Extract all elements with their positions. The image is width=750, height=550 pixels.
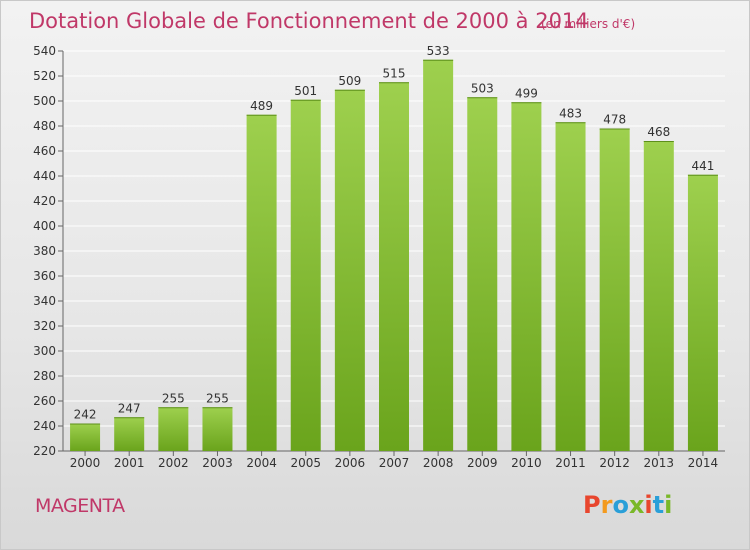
bar [423,59,454,451]
y-tick-label: 320 [33,319,56,333]
commune-name: MAGENTA [35,495,125,517]
x-tick-label: 2004 [246,456,277,470]
x-tick-label: 2008 [423,456,454,470]
x-tick-label: 2001 [114,456,145,470]
data-label: 503 [471,81,494,95]
bar [555,122,586,451]
y-tick-label: 420 [33,194,56,208]
data-label: 509 [338,74,361,88]
bar [158,407,189,451]
x-tick-label: 2000 [70,456,101,470]
data-label: 515 [383,66,406,80]
x-tick-label: 2010 [511,456,542,470]
x-tick-label: 2013 [644,456,675,470]
bar [114,417,145,451]
y-tick-label: 340 [33,294,56,308]
x-tick-label: 2005 [290,456,321,470]
y-tick-label: 280 [33,369,56,383]
bar [334,89,365,451]
y-tick-label: 500 [33,94,56,108]
chart-subtitle: (en milliers d'€) [541,17,636,31]
y-tick-label: 220 [33,444,56,458]
y-tick-label: 260 [33,394,56,408]
data-label: 242 [74,408,97,422]
x-tick-label: 2002 [158,456,189,470]
bar [687,174,718,451]
y-tick-label: 400 [33,219,56,233]
y-tick-label: 540 [33,44,56,58]
bar [246,114,277,451]
data-label: 478 [603,113,626,127]
y-tick-label: 520 [33,69,56,83]
bar [70,423,101,451]
y-tick-label: 360 [33,269,56,283]
x-tick-label: 2011 [555,456,586,470]
bar [290,99,321,451]
x-tick-label: 2006 [335,456,366,470]
x-tick-label: 2014 [688,456,719,470]
y-tick-label: 440 [33,169,56,183]
y-tick-label: 380 [33,244,56,258]
bar [379,82,409,451]
y-tick-label: 300 [33,344,56,358]
data-label: 255 [162,391,185,405]
data-label: 489 [250,99,273,113]
x-tick-label: 2009 [467,456,498,470]
y-tick-label: 480 [33,119,56,133]
bar [511,102,542,451]
data-label: 483 [559,106,582,120]
data-label: 499 [515,86,538,100]
x-tick-label: 2003 [202,456,233,470]
proxiti-logo: Proxiti [583,491,673,519]
chart-title: Dotation Globale de Fonctionnement de 20… [29,9,589,33]
data-label: 255 [206,391,229,405]
y-tick-label: 460 [33,144,56,158]
bar [202,407,233,451]
data-label: 501 [294,84,317,98]
x-tick-label: 2007 [379,456,410,470]
data-label: 533 [427,44,450,58]
bar [599,128,630,451]
bar [467,97,498,451]
x-tick-label: 2012 [599,456,630,470]
data-label: 247 [118,401,141,415]
y-tick-label: 240 [33,419,56,433]
data-label: 468 [647,125,670,139]
bar [643,141,674,451]
data-label: 441 [691,159,714,173]
